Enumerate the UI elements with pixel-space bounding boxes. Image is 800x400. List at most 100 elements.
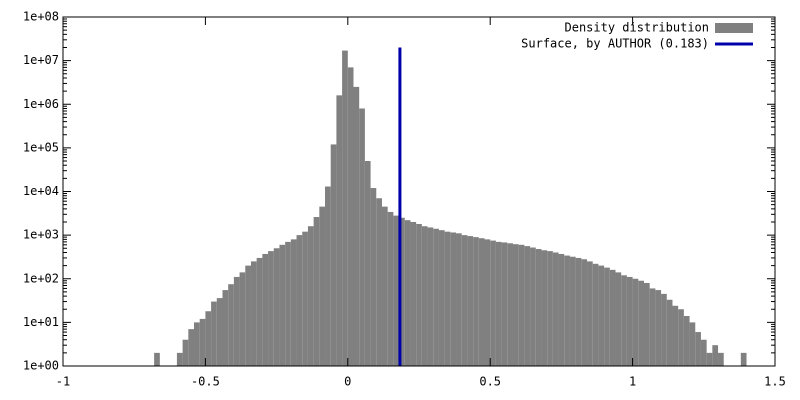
- bar: [564, 255, 570, 366]
- bar: [381, 206, 388, 366]
- bar: [615, 272, 622, 366]
- bar: [336, 95, 343, 366]
- legend-label: Density distribution: [565, 21, 710, 35]
- bar: [461, 235, 468, 366]
- bar: [211, 301, 217, 366]
- bar: [290, 239, 297, 366]
- x-tick-label: -1: [56, 375, 70, 389]
- bar: [695, 332, 701, 366]
- bar: [456, 233, 462, 366]
- bar: [621, 275, 627, 366]
- bar: [718, 352, 724, 366]
- bar: [279, 244, 286, 366]
- bar: [330, 144, 337, 366]
- y-tick-label: 1e+01: [23, 315, 59, 329]
- bar: [410, 221, 417, 366]
- bar: [364, 161, 371, 366]
- bar: [205, 311, 212, 366]
- legend-label: Surface, by AUTHOR (0.183): [521, 37, 709, 51]
- x-tick-label: 0.5: [479, 375, 501, 389]
- bar: [473, 237, 479, 366]
- bar: [643, 282, 650, 366]
- bar: [638, 280, 644, 366]
- bar: [222, 290, 229, 366]
- bar: [495, 241, 502, 366]
- bar: [609, 269, 616, 366]
- y-tick-label: 1e+06: [23, 97, 59, 111]
- bar: [581, 259, 588, 366]
- bar: [285, 241, 291, 366]
- bar: [188, 329, 195, 366]
- bar: [370, 188, 377, 366]
- bar: [319, 206, 326, 366]
- bar: [655, 290, 662, 366]
- bar: [552, 252, 559, 366]
- y-tick-label: 1e+02: [23, 271, 59, 285]
- y-tick-label: 1e+05: [23, 140, 59, 154]
- bar: [233, 276, 240, 366]
- bar: [387, 211, 394, 366]
- bar: [575, 257, 582, 366]
- bar: [182, 339, 189, 366]
- bar: [484, 239, 491, 366]
- bar: [512, 244, 519, 366]
- bar: [524, 246, 531, 366]
- bar: [666, 299, 673, 366]
- bar: [712, 345, 719, 366]
- bar: [433, 228, 439, 366]
- bar: [587, 261, 593, 366]
- bar: [700, 339, 707, 366]
- bar: [740, 352, 747, 366]
- bar: [273, 248, 280, 366]
- bar: [353, 86, 360, 367]
- legend-swatch: [715, 23, 753, 33]
- bar: [250, 261, 257, 366]
- bar: [376, 198, 382, 366]
- bar: [689, 322, 696, 366]
- bar: [706, 352, 713, 366]
- bar: [194, 322, 200, 366]
- bar: [661, 293, 667, 366]
- bar: [245, 265, 251, 366]
- bar: [176, 352, 183, 366]
- bar: [199, 318, 206, 366]
- bar: [438, 230, 445, 366]
- y-tick-label: 1e+03: [23, 228, 59, 242]
- bar: [598, 265, 605, 366]
- bar: [649, 288, 656, 366]
- bar: [467, 236, 474, 366]
- bar: [216, 298, 223, 366]
- bar: [672, 305, 679, 366]
- y-tick-label: 1e+07: [23, 53, 59, 67]
- bar: [569, 256, 576, 366]
- bar: [256, 257, 263, 366]
- bar: [450, 232, 457, 366]
- bar: [325, 186, 331, 366]
- bar: [228, 284, 234, 366]
- bar: [427, 227, 434, 366]
- bar: [268, 251, 274, 366]
- bar: [678, 309, 684, 366]
- bar: [507, 243, 513, 366]
- bar: [421, 226, 428, 366]
- bar: [626, 276, 633, 366]
- bar: [399, 217, 405, 366]
- bar: [359, 108, 365, 367]
- bar: [632, 278, 639, 366]
- bar: [592, 263, 599, 366]
- bar: [296, 235, 303, 366]
- bar: [558, 253, 565, 366]
- bar: [342, 50, 348, 367]
- bar: [444, 231, 451, 366]
- bar: [604, 267, 610, 366]
- bar: [393, 215, 400, 366]
- bar: [404, 220, 411, 366]
- bar: [541, 250, 548, 366]
- bar: [683, 316, 690, 366]
- bar: [239, 272, 246, 366]
- bar: [302, 231, 308, 366]
- x-tick-label: 1.5: [764, 375, 786, 389]
- bar: [154, 352, 160, 366]
